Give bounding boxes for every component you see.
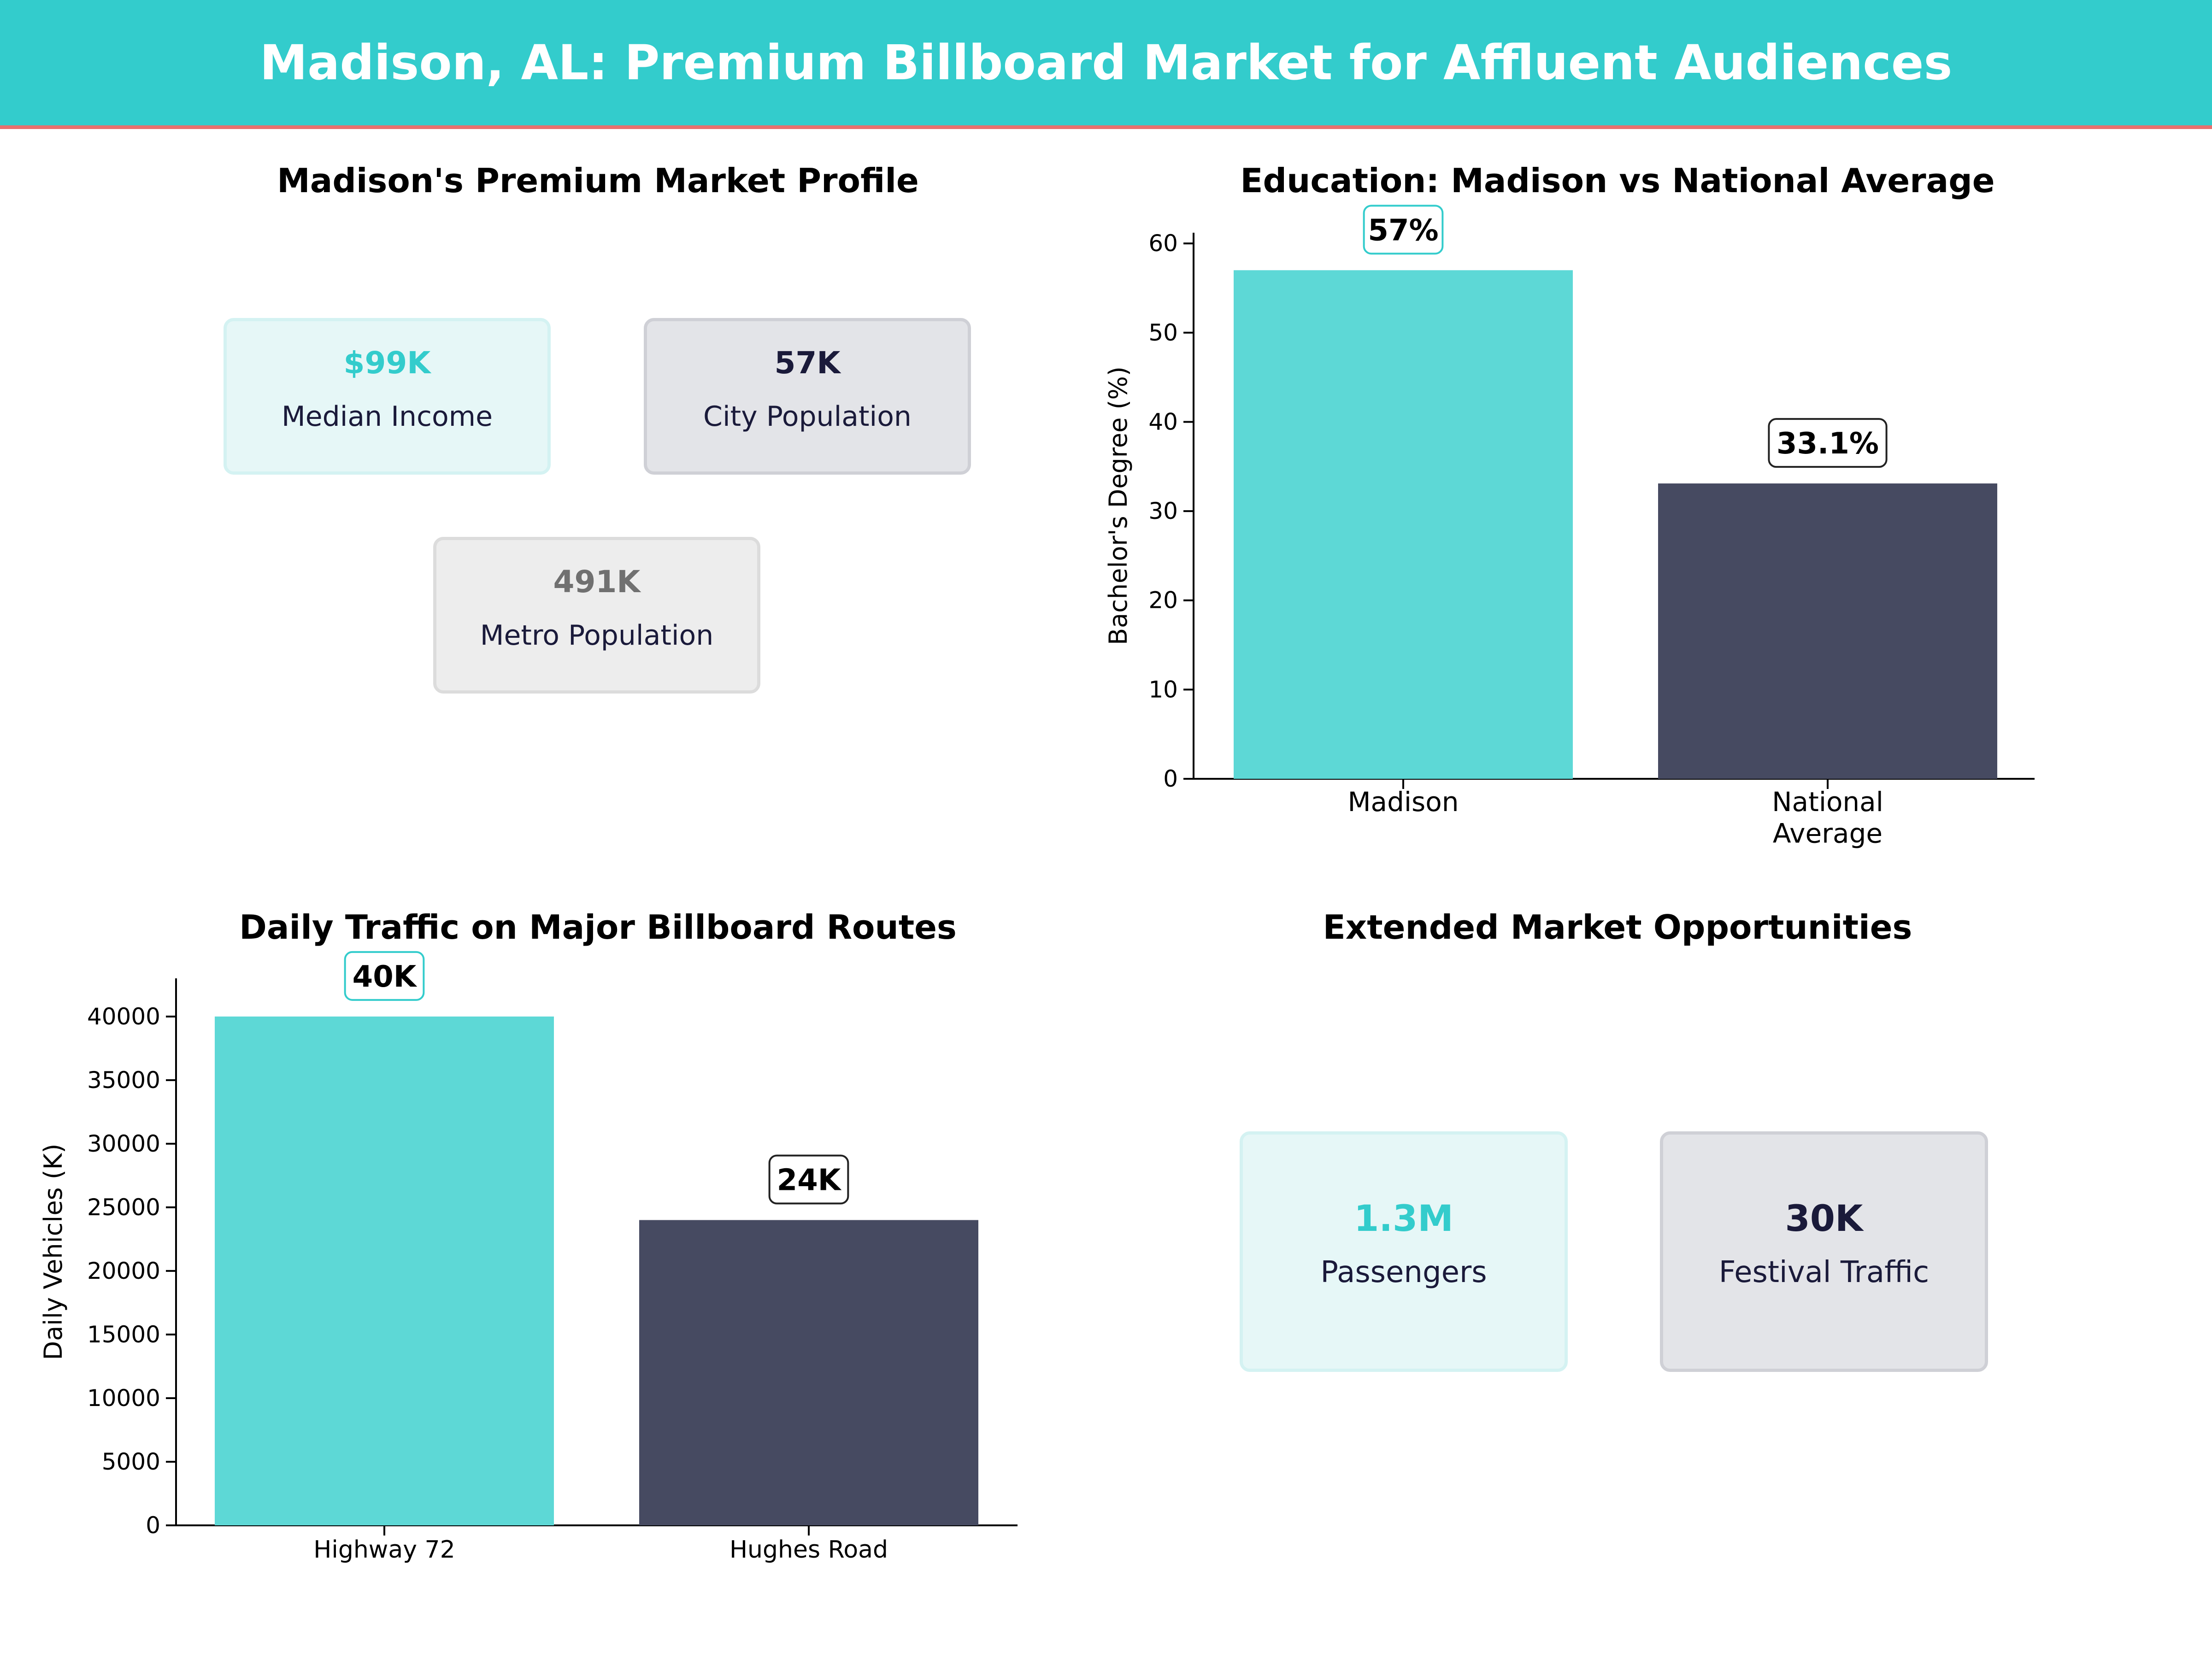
traffic-y-tick-label: 40000 <box>87 1003 160 1030</box>
page-title: Madison, AL: Premium Billboard Market fo… <box>259 35 1953 91</box>
education-y-tick-label: 30 <box>1148 498 1178 524</box>
traffic-y-tick-label: 25000 <box>87 1194 160 1221</box>
education-bar <box>1234 270 1573 779</box>
traffic-bar <box>215 1016 554 1525</box>
city-population-card: 57K City Population <box>644 318 971 475</box>
passengers-label: Passengers <box>1320 1255 1487 1289</box>
education-y-tick-label: 0 <box>1163 765 1178 792</box>
header-banner: Madison, AL: Premium Billboard Market fo… <box>0 0 2212 129</box>
traffic-y-tick-label: 5000 <box>102 1448 160 1475</box>
traffic-data-label: 40K <box>353 960 418 994</box>
festival-traffic-value: 30K <box>1785 1198 1863 1240</box>
extended-panel-title: Extended Market Opportunities <box>1323 908 1912 947</box>
education-data-label: 33.1% <box>1777 427 1879 461</box>
metro-population-label: Metro Population <box>480 619 714 652</box>
traffic-bar <box>639 1220 978 1525</box>
metro-population-card: 491K Metro Population <box>433 537 760 694</box>
traffic-y-tick-label: 0 <box>146 1512 160 1539</box>
traffic-chart-title: Daily Traffic on Major Billboard Routes <box>239 908 957 947</box>
traffic-data-label: 24K <box>777 1164 842 1198</box>
education-y-tick-label: 60 <box>1148 230 1178 257</box>
traffic-y-tick-label: 10000 <box>87 1385 160 1412</box>
education-data-label-box <box>1363 205 1444 255</box>
education-data-label-box <box>1768 418 1888 468</box>
education-category-label: National Average <box>1772 786 1883 849</box>
passengers-value: 1.3M <box>1354 1198 1453 1240</box>
traffic-y-tick-label: 20000 <box>87 1258 160 1284</box>
education-y-tick-label: 50 <box>1148 319 1178 346</box>
traffic-category-label: Hughes Road <box>729 1536 888 1564</box>
education-y-tick-label: 40 <box>1148 408 1178 435</box>
education-data-label: 57% <box>1368 213 1438 247</box>
city-population-value: 57K <box>774 345 841 381</box>
median-income-card: $99K Median Income <box>224 318 551 475</box>
passengers-card: 1.3M Passengers <box>1240 1131 1568 1372</box>
traffic-y-tick-label: 30000 <box>87 1130 160 1157</box>
festival-traffic-card: 30K Festival Traffic <box>1660 1131 1988 1372</box>
median-income-value: $99K <box>343 345 431 381</box>
city-population-label: City Population <box>703 400 912 433</box>
education-y-tick-label: 20 <box>1148 587 1178 614</box>
traffic-y-axis-label: Daily Vehicles (K) <box>39 1144 68 1360</box>
traffic-y-tick-label: 15000 <box>87 1321 160 1348</box>
traffic-y-tick-label: 35000 <box>87 1067 160 1094</box>
traffic-data-label-box <box>768 1154 849 1205</box>
profile-panel-title: Madison's Premium Market Profile <box>277 161 919 200</box>
education-bar <box>1658 483 1997 779</box>
traffic-data-label-box <box>344 951 425 1001</box>
festival-traffic-label: Festival Traffic <box>1718 1255 1930 1289</box>
education-category-label: Madison <box>1348 786 1459 818</box>
education-y-tick-label: 10 <box>1148 676 1178 703</box>
metro-population-value: 491K <box>553 564 641 600</box>
median-income-label: Median Income <box>281 400 493 433</box>
traffic-category-label: Highway 72 <box>313 1536 455 1564</box>
education-y-axis-label: Bachelor's Degree (%) <box>1104 366 1133 645</box>
education-chart-title: Education: Madison vs National Average <box>1240 161 1995 200</box>
